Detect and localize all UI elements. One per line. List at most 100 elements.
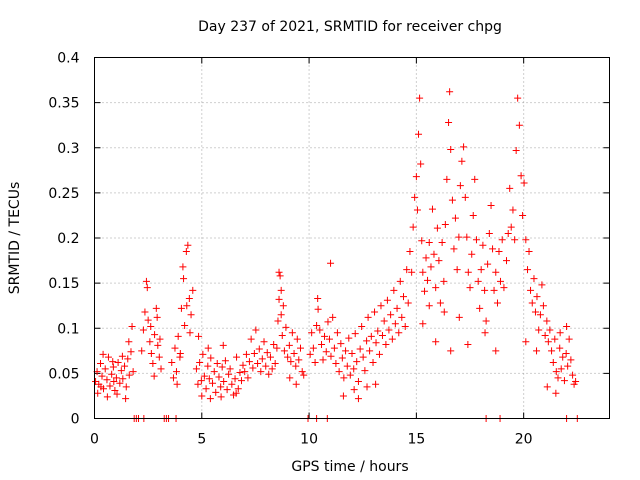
data-point xyxy=(477,266,485,274)
data-point xyxy=(221,357,229,365)
data-point xyxy=(285,341,293,349)
data-point xyxy=(187,311,195,319)
data-point xyxy=(262,362,270,370)
data-point xyxy=(374,327,382,335)
data-point xyxy=(514,94,522,102)
data-point xyxy=(539,302,547,310)
data-point xyxy=(474,277,482,285)
data-point xyxy=(288,329,296,337)
data-point xyxy=(340,374,348,382)
data-point xyxy=(149,359,157,367)
data-point xyxy=(141,308,149,316)
data-point xyxy=(415,130,423,138)
data-point xyxy=(268,365,276,373)
data-point xyxy=(322,348,330,356)
data-point xyxy=(239,361,247,369)
data-point xyxy=(295,356,303,364)
data-point xyxy=(97,383,105,391)
data-point xyxy=(138,347,146,355)
data-point xyxy=(339,392,347,400)
data-point xyxy=(242,350,250,358)
data-point xyxy=(179,263,187,271)
x-tick-label: 5 xyxy=(197,432,206,448)
data-point xyxy=(98,372,106,380)
data-point xyxy=(350,365,358,373)
data-point xyxy=(210,368,218,376)
data-point xyxy=(359,353,367,361)
data-point xyxy=(408,268,416,276)
data-point xyxy=(125,371,133,379)
data-point xyxy=(413,206,421,214)
data-point xyxy=(250,350,258,358)
data-point xyxy=(112,374,120,382)
data-point xyxy=(116,379,124,387)
data-point xyxy=(280,347,288,355)
data-point xyxy=(127,348,135,356)
data-point xyxy=(271,359,279,367)
y-tick-label: 0.2 xyxy=(57,231,79,247)
data-point xyxy=(492,347,500,355)
plot-frame xyxy=(94,57,610,419)
data-point xyxy=(382,340,390,348)
data-point xyxy=(185,294,193,302)
data-point xyxy=(432,338,440,346)
data-point xyxy=(186,329,194,337)
data-point xyxy=(481,329,489,337)
data-point xyxy=(327,259,335,267)
data-point xyxy=(538,281,546,289)
y-tick-label: 0.35 xyxy=(48,96,79,112)
data-point xyxy=(455,233,463,241)
data-point xyxy=(422,254,430,262)
data-point xyxy=(143,284,151,292)
data-point xyxy=(111,387,119,395)
x-tick-label: 20 xyxy=(515,432,533,448)
data-point xyxy=(515,121,523,129)
data-point xyxy=(546,326,554,334)
data-point xyxy=(231,375,239,383)
data-point xyxy=(504,229,512,237)
data-point xyxy=(180,275,188,283)
data-point xyxy=(421,287,429,295)
data-point xyxy=(556,344,564,352)
data-point xyxy=(146,338,154,346)
data-point xyxy=(445,118,453,126)
data-point xyxy=(139,326,147,334)
data-point xyxy=(278,331,286,339)
data-point xyxy=(372,380,380,388)
data-point xyxy=(237,377,245,385)
data-point xyxy=(519,211,527,219)
data-point xyxy=(398,313,406,321)
data-point xyxy=(401,322,409,330)
data-point xyxy=(428,205,436,213)
data-point xyxy=(121,362,129,370)
data-point xyxy=(469,211,477,219)
data-point xyxy=(103,376,111,384)
data-point xyxy=(411,193,419,201)
data-point xyxy=(450,245,458,253)
data-point xyxy=(183,302,191,310)
data-point xyxy=(522,338,530,346)
data-point xyxy=(114,359,122,367)
data-point xyxy=(438,239,446,247)
data-point xyxy=(173,380,181,388)
data-point xyxy=(184,241,192,249)
data-point xyxy=(128,322,136,330)
data-point xyxy=(228,380,236,388)
data-point xyxy=(247,335,255,343)
data-point xyxy=(129,368,137,376)
data-point xyxy=(456,182,464,190)
data-point xyxy=(110,377,118,385)
data-point xyxy=(232,389,240,397)
data-point xyxy=(366,347,374,355)
data-point xyxy=(106,382,114,390)
data-point xyxy=(377,302,385,310)
data-point xyxy=(308,329,316,337)
data-point xyxy=(393,304,401,312)
data-point xyxy=(117,367,125,375)
data-point xyxy=(479,241,487,249)
data-point xyxy=(122,395,130,403)
data-point xyxy=(252,326,260,334)
data-point xyxy=(204,344,212,352)
data-point xyxy=(198,392,206,400)
data-point xyxy=(194,380,202,388)
